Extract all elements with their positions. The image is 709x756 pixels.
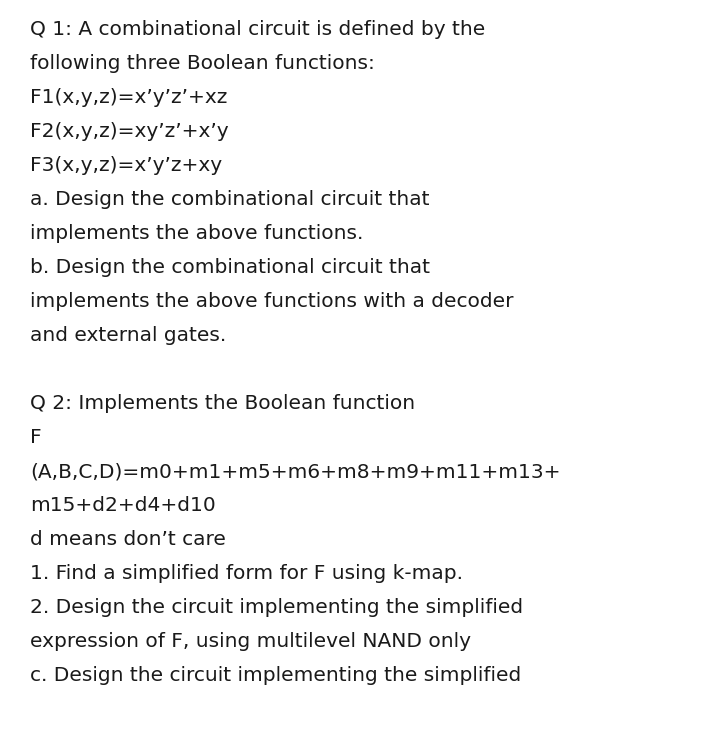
Text: a. Design the combinational circuit that: a. Design the combinational circuit that bbox=[30, 190, 430, 209]
Text: and external gates.: and external gates. bbox=[30, 326, 226, 345]
Text: F3(x,y,z)=x’y’z+xy: F3(x,y,z)=x’y’z+xy bbox=[30, 156, 222, 175]
Text: c. Design the circuit implementing the simplified: c. Design the circuit implementing the s… bbox=[30, 666, 521, 685]
Text: (A,B,C,D)=m0+m1+m5+m6+m8+m9+m11+m13+: (A,B,C,D)=m0+m1+m5+m6+m8+m9+m11+m13+ bbox=[30, 462, 561, 481]
Text: Q 1: A combinational circuit is defined by the: Q 1: A combinational circuit is defined … bbox=[30, 20, 485, 39]
Text: 2. Design the circuit implementing the simplified: 2. Design the circuit implementing the s… bbox=[30, 598, 523, 617]
Text: F: F bbox=[30, 428, 42, 447]
Text: expression of F, using multilevel NAND only: expression of F, using multilevel NAND o… bbox=[30, 632, 471, 651]
Text: implements the above functions with a decoder: implements the above functions with a de… bbox=[30, 292, 513, 311]
Text: d means don’t care: d means don’t care bbox=[30, 530, 226, 549]
Text: 1. Find a simplified form for F using k-map.: 1. Find a simplified form for F using k-… bbox=[30, 564, 463, 583]
Text: F1(x,y,z)=x’y’z’+xz: F1(x,y,z)=x’y’z’+xz bbox=[30, 88, 228, 107]
Text: F2(x,y,z)=xy’z’+x’y: F2(x,y,z)=xy’z’+x’y bbox=[30, 122, 228, 141]
Text: b. Design the combinational circuit that: b. Design the combinational circuit that bbox=[30, 258, 430, 277]
Text: m15+d2+d4+d10: m15+d2+d4+d10 bbox=[30, 496, 216, 515]
Text: implements the above functions.: implements the above functions. bbox=[30, 224, 364, 243]
Text: Q 2: Implements the Boolean function: Q 2: Implements the Boolean function bbox=[30, 394, 415, 413]
Text: following three Boolean functions:: following three Boolean functions: bbox=[30, 54, 375, 73]
